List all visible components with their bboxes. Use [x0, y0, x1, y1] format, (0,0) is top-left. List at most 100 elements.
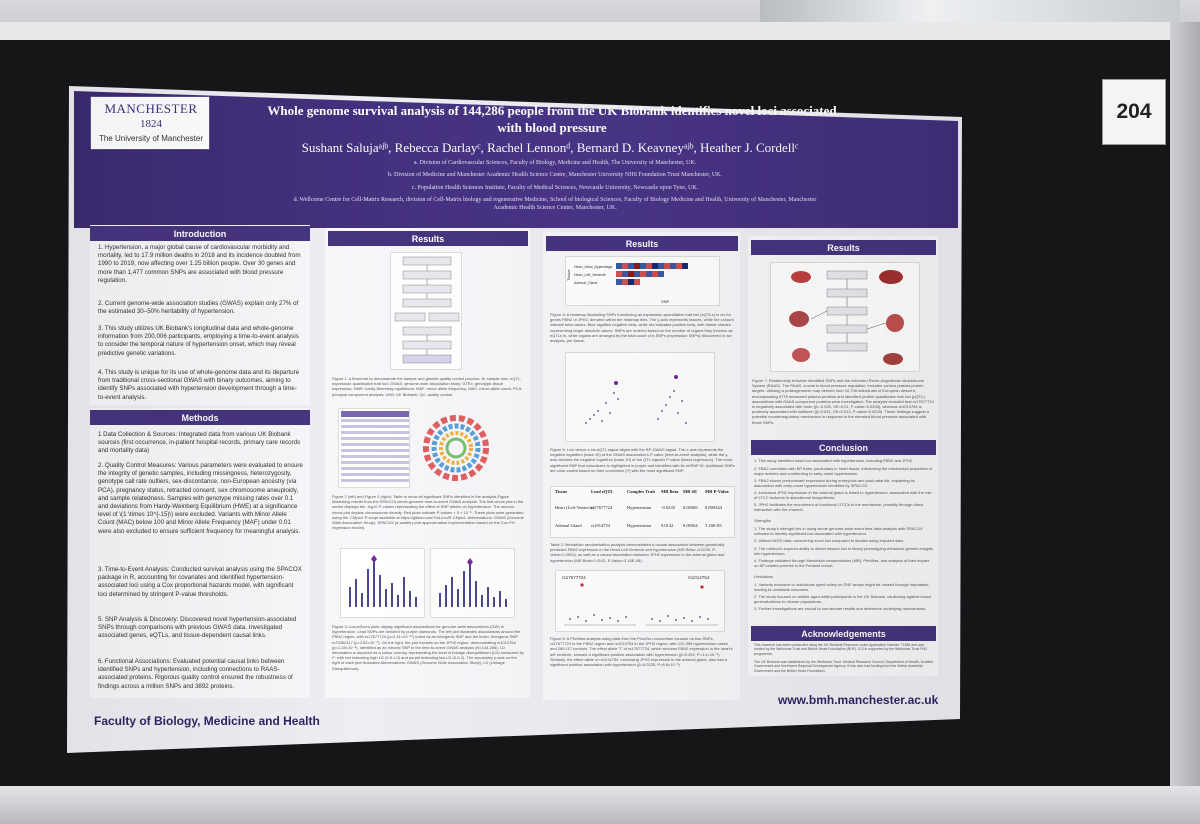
logo-university-name: The University of Manchester: [98, 134, 204, 143]
snp-table-figure: [338, 408, 410, 488]
colocalization-figure: [565, 352, 715, 442]
poster-title-line2: with blood pressure: [497, 120, 607, 135]
mr-results-table: Tissue Lead eQTL Complex Trait MR Beta M…: [550, 486, 735, 538]
eqtl-heatmap: Tissue Heart_Atrial_Appendage Heart_Left…: [566, 263, 688, 304]
acknowledgements-text: The UK Biobank was established by the We…: [754, 660, 934, 673]
results-heading: Results: [751, 240, 936, 255]
limitations-item: 1. Variants exclusive to individuals typ…: [754, 582, 930, 593]
table-cell: 0.00364: [683, 523, 698, 528]
figure7-caption: Figure 7: Relationship between identifie…: [752, 378, 934, 425]
table-header-cell: Lead eQTL: [591, 489, 614, 494]
university-logo: MANCHESTER 1824 The University of Manche…: [90, 96, 210, 150]
table-cell: -0.0239: [661, 505, 675, 510]
heatmap-x-label: SNP: [661, 299, 670, 304]
logo-year: 1824: [140, 118, 162, 130]
locuszoom-plot-left: [349, 555, 417, 607]
introduction-heading: Introduction: [90, 226, 310, 241]
qc-flowchart-figure: [390, 252, 462, 370]
circos-plot-figure: [420, 408, 490, 488]
methods-para: 1 Data Collection & Sources: Integrated …: [98, 431, 301, 455]
figure4-caption: Figure 4: A heatmap illustrating SNPs fu…: [550, 312, 734, 344]
table2-caption: Table 2: Mendelian randomisation analysi…: [550, 542, 725, 563]
limitations-item: 3. Further investigations are crucial to…: [754, 606, 927, 611]
strengths-item: 3. The method's superior ability to dete…: [754, 546, 934, 557]
locuszoom-plot-right: [439, 558, 507, 607]
strengths-heading: Strengths: [754, 518, 772, 523]
table-header-cell: MR P-Value: [705, 489, 729, 494]
limitations-heading: Limitations: [754, 574, 774, 579]
table-cell: Heart (Left-Ventricle): [555, 505, 595, 510]
results-heading: Results: [546, 236, 738, 251]
intro-para: 4. This study is unique for its use of w…: [98, 369, 300, 401]
strengths-item: 2. Utilised WGS data, uncovering novel l…: [754, 538, 904, 543]
table-header-row: Tissue Lead eQTL Complex Trait MR Beta M…: [555, 489, 733, 498]
figure6-caption: Figure 6: A PheWas analysis using data f…: [550, 636, 733, 668]
board-frame-bottom: [0, 786, 1200, 824]
table-cell: rs1014754: [591, 523, 610, 528]
table-cell: 3.16E-05: [705, 523, 722, 528]
raas-pathway-diagram: [789, 270, 904, 365]
conclusion-item: 5. JPH2 facilitates the recruitment of f…: [754, 502, 924, 513]
heatmap-row-label: Heart_Left_Ventricle: [574, 273, 606, 277]
methods-heading: Methods: [90, 410, 310, 425]
figure1-caption: Figure 1: A flowchart to demonstrate the…: [332, 376, 523, 397]
poster-title-line1: Whole genome survival analysis of 144,28…: [267, 103, 837, 118]
phewas-figure: rs17677724 rs1014754: [555, 570, 725, 632]
limitations-item: 2. The study focused on middle-aged whit…: [754, 594, 931, 605]
table-header-cell: MR SE: [683, 489, 698, 494]
raas-pathway-figure: [770, 262, 920, 372]
table-cell: Hypertension: [627, 505, 652, 510]
table-cell: 0.00369: [683, 505, 698, 510]
conclusion-item: 3. FBN2 shows predominant expression dur…: [754, 478, 915, 489]
table-cell: Hypertension: [627, 523, 652, 528]
logo-wordmark: MANCHESTER: [104, 101, 198, 116]
heatmap-row-label: Adrenal_Gland: [574, 281, 597, 285]
methods-panel: [90, 408, 310, 698]
flowchart-diagram: [394, 256, 460, 364]
introduction-panel: [90, 225, 310, 405]
intro-para: 3. This study utilizes UK Biobank's long…: [98, 325, 299, 357]
poster-authors: Sushant Salujaᵃʲᵇ, Rebecca Darlayᶜ, Rach…: [301, 140, 799, 155]
affiliation: b. Division of Medicine and Manchester A…: [387, 172, 723, 178]
heatmap-row-label: Heart_Atrial_Appendage: [574, 265, 612, 269]
phewas-plot: rs17677724 rs1014754: [562, 575, 718, 626]
table-cell: 0.000344: [705, 505, 722, 510]
circos-plot: [423, 415, 489, 481]
figure3-caption: Figure 3: LocusZoom plots display signif…: [332, 624, 524, 671]
acknowledgements-heading: Acknowledgements: [751, 626, 936, 641]
table-cell: Adrenal Gland: [555, 523, 582, 528]
conclusion-item: 4. Increased JPH2 expression in the adre…: [754, 490, 932, 501]
board-number-tag: 204: [1102, 79, 1166, 145]
conclusion-item: 1. This study identified novel loci asso…: [754, 458, 914, 463]
strengths-item: 4. Findings validated through Mendelian …: [754, 558, 930, 569]
poster-title: Whole genome survival analysis of 144,28…: [232, 102, 872, 136]
eqtl-heatmap-figure: Tissue Heart_Atrial_Appendage Heart_Left…: [565, 256, 720, 306]
strengths-item: 1. The study's strength lies in using wh…: [754, 526, 923, 537]
locuszoom-fbn2-figure: [340, 548, 425, 618]
phewas-snp-label: rs1014754: [688, 575, 710, 580]
heatmap-y-label: Tissue: [566, 269, 571, 281]
conclusion-heading: Conclusion: [751, 440, 936, 455]
methods-para: 2. Quality Control Measures: Various par…: [98, 462, 303, 535]
table-row: Adrenal Gland rs1014754 Hypertension 0.0…: [555, 523, 733, 532]
affiliation: a. Division of Cardiovascular Sciences, …: [413, 160, 697, 166]
table-header-cell: MR Beta: [661, 489, 679, 494]
intro-para: 1. Hypertension, a major global cause of…: [98, 244, 301, 284]
snp-table-graphic: [341, 411, 409, 482]
board-frame-right: [1170, 22, 1200, 812]
results-heading: Results: [328, 231, 528, 246]
methods-para: 3. Time-to-Event Analysis: Conducted sur…: [98, 566, 302, 598]
colocalization-scatter: [585, 375, 687, 424]
table-cell: rs17677724: [591, 505, 613, 510]
poster-footer-faculty: Faculty of Biology, Medicine and Health: [94, 714, 320, 728]
intro-para: 2. Current genome-wide association studi…: [98, 300, 299, 316]
affiliation: Academic Health Science Centre, Manchest…: [493, 205, 617, 211]
affiliation: d. Wellcome Centre for Cell-Matrix Resea…: [293, 197, 817, 203]
poster-footer-url: www.bmh.manchester.ac.uk: [778, 693, 939, 707]
methods-para: 5. SNP Analysis & Discovery: Discovered …: [98, 616, 297, 640]
phewas-snp-label: rs17677724: [562, 575, 586, 580]
conclusion-item: 2. FBN2 correlates with BP traits, parti…: [754, 466, 933, 477]
figure2-caption: Figure 2 (left) and Figure 2 (right): Ta…: [332, 494, 524, 531]
table-header-cell: Complex Trait: [627, 489, 655, 494]
methods-para: 6. Functional Associations: Evaluated po…: [98, 658, 293, 690]
